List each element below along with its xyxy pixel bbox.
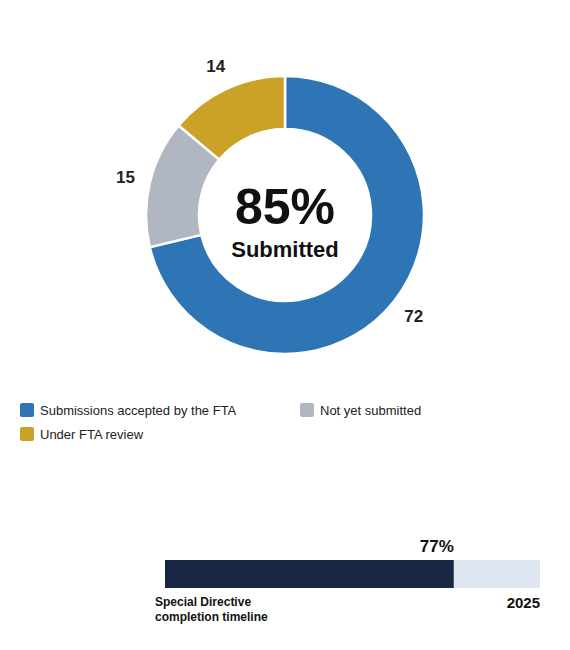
end-label: 2025 [507,594,540,611]
bar-marks [165,560,454,588]
data-label: 72 [404,307,423,326]
bar-track [165,560,540,588]
progress-bar [165,560,540,588]
legend-label: Not yet submitted [320,403,421,418]
data-label: 77% [420,537,454,556]
chart-canvas: 72 15 14 85%Submitted Submissions accepted b… [0,0,570,650]
center-caption: Submitted [231,237,339,262]
category-label-line: Special Directive [155,595,251,609]
legend: Submissions accepted by the FTA Not yet s… [20,403,421,442]
legend-swatch [300,403,314,417]
legend-label: Under FTA review [40,427,144,442]
center-value: 85% [235,179,335,235]
legend-label: Submissions accepted by the FTA [40,403,237,418]
category-label-line: completion timeline [155,610,268,624]
data-label: 15 [116,168,135,187]
bar [165,560,454,588]
legend-swatch [20,403,34,417]
category-label: Special Directivecompletion timeline [155,595,268,624]
donut [146,76,424,354]
data-label: 14 [206,57,225,76]
donut-slice [179,76,285,160]
legend-swatch [20,427,34,441]
